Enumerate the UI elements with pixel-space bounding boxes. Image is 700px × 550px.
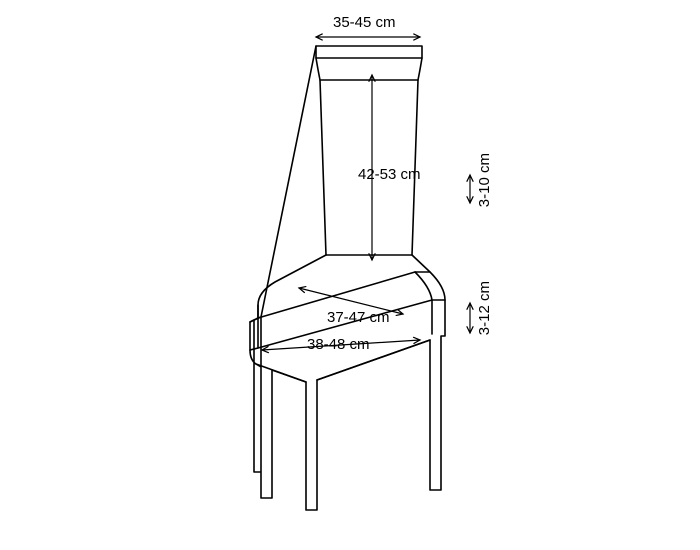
chair-drawing bbox=[0, 0, 700, 550]
label-seat-depth: 37-47 cm bbox=[327, 309, 390, 326]
diagram-stage: 35-45 cm 42-53 cm 37-47 cm 38-48 cm 3-10… bbox=[0, 0, 700, 550]
label-back-height: 42-53 cm bbox=[358, 166, 421, 183]
label-seat-front-width: 38-48 cm bbox=[307, 336, 370, 353]
label-back-skirt-drop: 3-10 cm bbox=[476, 153, 493, 207]
label-front-skirt-drop: 3-12 cm bbox=[476, 281, 493, 335]
label-back-top-width: 35-45 cm bbox=[333, 14, 396, 31]
